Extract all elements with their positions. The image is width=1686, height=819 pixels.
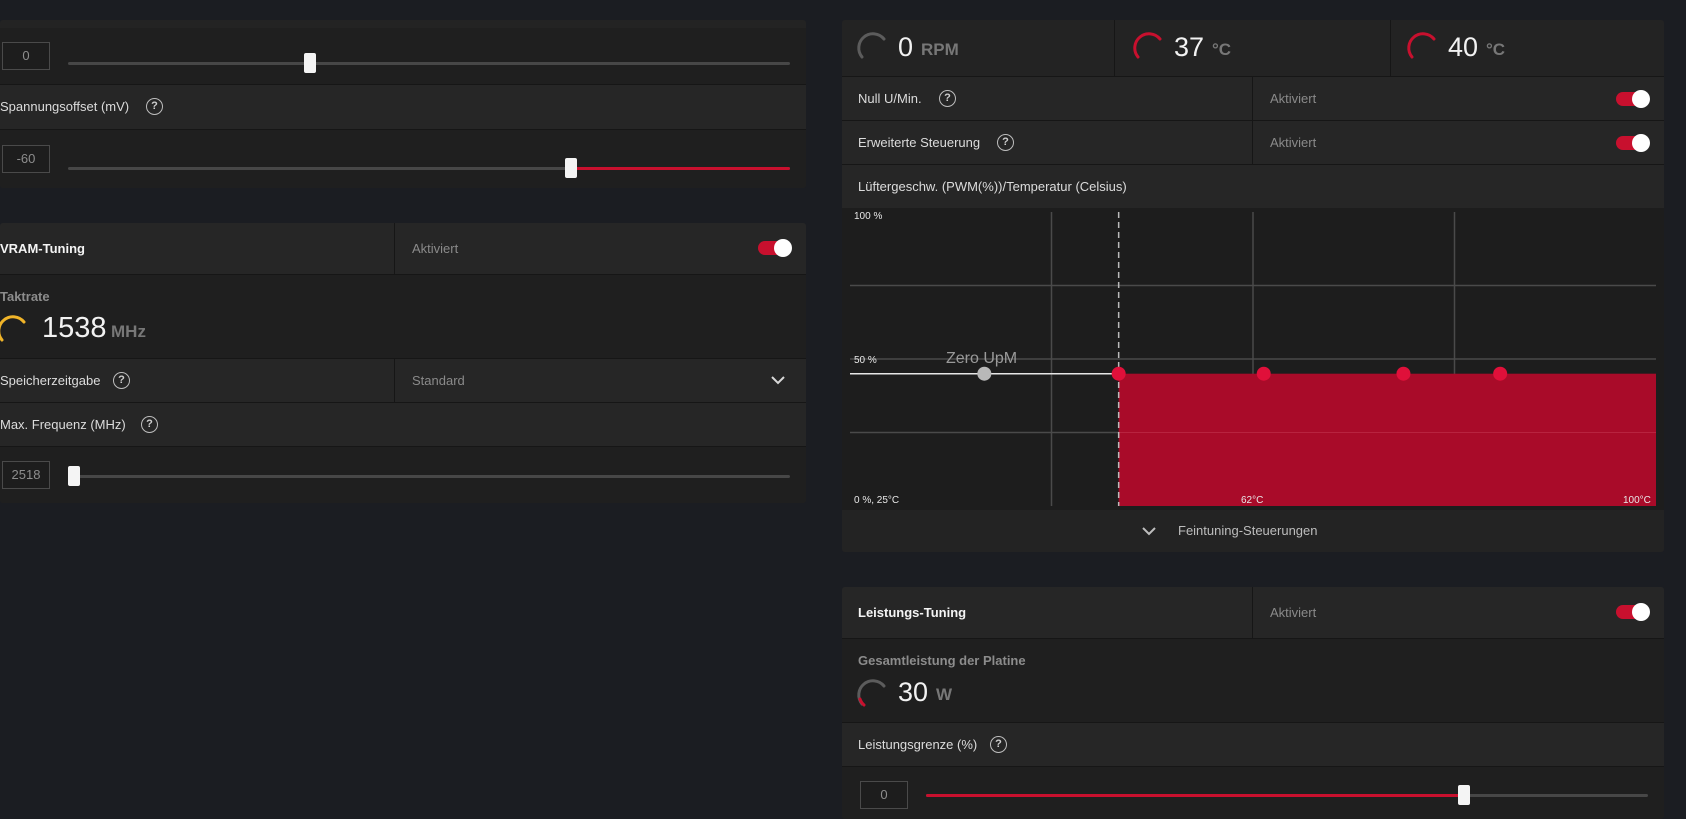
fan-curve-point: [1493, 366, 1508, 381]
board-power-label: Gesamtleistung der Platine: [858, 653, 1026, 668]
zero-rpm-status: Aktiviert: [1270, 91, 1317, 106]
max-frequency-value-box[interactable]: 2518: [2, 461, 50, 489]
top-slider-thumb[interactable]: [304, 53, 316, 73]
power-limit-slider-fill: [926, 794, 1464, 797]
hotspot-temperature-gauge-icon: [1407, 32, 1436, 59]
memory-timing-value[interactable]: Standard: [412, 373, 465, 388]
power-gauge-icon: [857, 679, 886, 707]
board-power-value: 30: [898, 677, 929, 707]
temperature-gauge-icon: [1133, 32, 1162, 59]
origin-label: 0 %, 25°C: [854, 495, 900, 506]
zero-rpm-row: Null U/Min. ? Aktiviert: [842, 77, 1664, 120]
power-toggle[interactable]: [1616, 603, 1650, 621]
fan-curve-point: [977, 366, 992, 381]
voltage-value-box[interactable]: -60: [2, 145, 50, 173]
power-status: Aktiviert: [1270, 605, 1317, 620]
fan-readouts-row: 0 RPM 37 °C 40 °C: [842, 20, 1664, 76]
vram-header-row: VRAM-Tuning Aktiviert: [0, 223, 806, 274]
help-icon[interactable]: ?: [990, 736, 1007, 753]
zero-rpm-toggle[interactable]: [1616, 90, 1650, 108]
voltage-slider-row: -60: [0, 130, 806, 188]
fan-curve-chart[interactable]: 100 % 50 % 0 %, 25°C 62°C 100°C Zero UpM: [842, 208, 1664, 510]
fine-tuning-label[interactable]: Feintuning-Steuerungen: [1178, 523, 1318, 538]
fan-tuning-panel: 0 RPM 37 °C 40 °C Null U/Min. ? Aktivier…: [842, 20, 1664, 552]
vram-title: VRAM-Tuning: [0, 241, 85, 256]
clock-unit: MHz: [111, 322, 146, 341]
chevron-down-icon[interactable]: [1141, 525, 1157, 537]
fan-curve-svg[interactable]: [842, 208, 1664, 510]
vram-tuning-panel: VRAM-Tuning Aktiviert Taktrate 1538 MHz …: [0, 223, 806, 503]
max-frequency-row: Max. Frequenz (MHz) ?: [0, 403, 806, 446]
fan-speed-unit: RPM: [921, 40, 959, 59]
power-limit-value-box[interactable]: 0: [860, 781, 908, 809]
max-frequency-slider-track[interactable]: [68, 475, 790, 478]
gpu-tuning-panel: 0 Spannungsoffset (mV) ? -60: [0, 20, 806, 188]
voltage-slider-thumb[interactable]: [565, 158, 577, 178]
advanced-control-status: Aktiviert: [1270, 135, 1317, 150]
power-limit-label: Leistungsgrenze (%): [858, 737, 978, 752]
fan-speed-gauge-icon: [857, 32, 886, 59]
help-icon[interactable]: ?: [141, 416, 158, 433]
y-axis-mid-label: 50 %: [854, 355, 877, 366]
max-frequency-label: Max. Frequenz (MHz): [0, 417, 126, 432]
top-slider-track[interactable]: [68, 62, 790, 65]
hotspot-temperature-unit: °C: [1486, 40, 1506, 59]
help-icon[interactable]: ?: [113, 372, 130, 389]
temperature-value: 37: [1174, 32, 1205, 62]
fan-curve-area: [1118, 373, 1656, 506]
vram-status: Aktiviert: [412, 241, 459, 256]
power-title: Leistungs-Tuning: [858, 605, 967, 620]
hotspot-temperature-value: 40: [1448, 32, 1479, 62]
zero-rpm-annotation: Zero UpM: [946, 350, 1018, 367]
voltage-slider-track[interactable]: [68, 167, 790, 170]
board-power-row: Gesamtleistung der Platine 30 W: [842, 639, 1664, 722]
fine-tuning-row[interactable]: Feintuning-Steuerungen: [842, 510, 1664, 552]
slider-row-top: 0: [0, 28, 806, 84]
x-axis-mid-label: 62°C: [1241, 495, 1264, 506]
fan-speed-value: 0: [898, 32, 914, 62]
fan-curve-point: [1396, 366, 1411, 381]
help-icon[interactable]: ?: [997, 134, 1014, 151]
memory-timing-label: Speicherzeitgabe: [0, 373, 101, 388]
help-icon[interactable]: ?: [939, 90, 956, 107]
clock-value: 1538: [42, 312, 107, 344]
y-axis-top-label: 100 %: [854, 211, 883, 222]
zero-rpm-label: Null U/Min.: [858, 91, 922, 106]
power-limit-row: Leistungsgrenze (%) ?: [842, 723, 1664, 766]
advanced-control-row: Erweiterte Steuerung ? Aktiviert: [842, 121, 1664, 164]
voltage-slider-fill: [570, 167, 790, 170]
top-value-box[interactable]: 0: [2, 42, 50, 70]
max-frequency-slider-row: 2518: [0, 447, 806, 503]
advanced-control-label: Erweiterte Steuerung: [858, 135, 981, 150]
fan-curve-title-row: Lüftergeschw. (PWM(%))/Temperatur (Celsi…: [842, 165, 1664, 208]
fan-curve-title: Lüftergeschw. (PWM(%))/Temperatur (Celsi…: [858, 179, 1127, 194]
vram-clock-row: Taktrate 1538 MHz: [0, 275, 806, 358]
advanced-control-toggle[interactable]: [1616, 134, 1650, 152]
board-power-unit: W: [936, 685, 953, 704]
power-limit-slider-thumb[interactable]: [1458, 785, 1470, 805]
chevron-down-icon[interactable]: [770, 374, 786, 386]
temperature-unit: °C: [1212, 40, 1232, 59]
help-icon[interactable]: ?: [146, 98, 163, 115]
power-limit-slider-row: 0: [842, 767, 1664, 819]
voltage-offset-row: Spannungsoffset (mV) ?: [0, 85, 806, 129]
memory-timing-row: Speicherzeitgabe ? Standard: [0, 359, 806, 402]
clock-label: Taktrate: [0, 289, 50, 304]
clock-gauge-icon: [0, 315, 26, 342]
x-axis-max-label: 100°C: [1623, 495, 1651, 506]
fan-curve-point: [1111, 366, 1126, 381]
power-header-row: Leistungs-Tuning Aktiviert: [842, 587, 1664, 638]
fan-curve-point: [1256, 366, 1271, 381]
max-frequency-slider-thumb[interactable]: [68, 466, 80, 486]
power-tuning-panel: Leistungs-Tuning Aktiviert Gesamtleistun…: [842, 587, 1664, 819]
voltage-offset-label: Spannungsoffset (mV): [0, 99, 130, 114]
vram-toggle[interactable]: [758, 239, 792, 257]
